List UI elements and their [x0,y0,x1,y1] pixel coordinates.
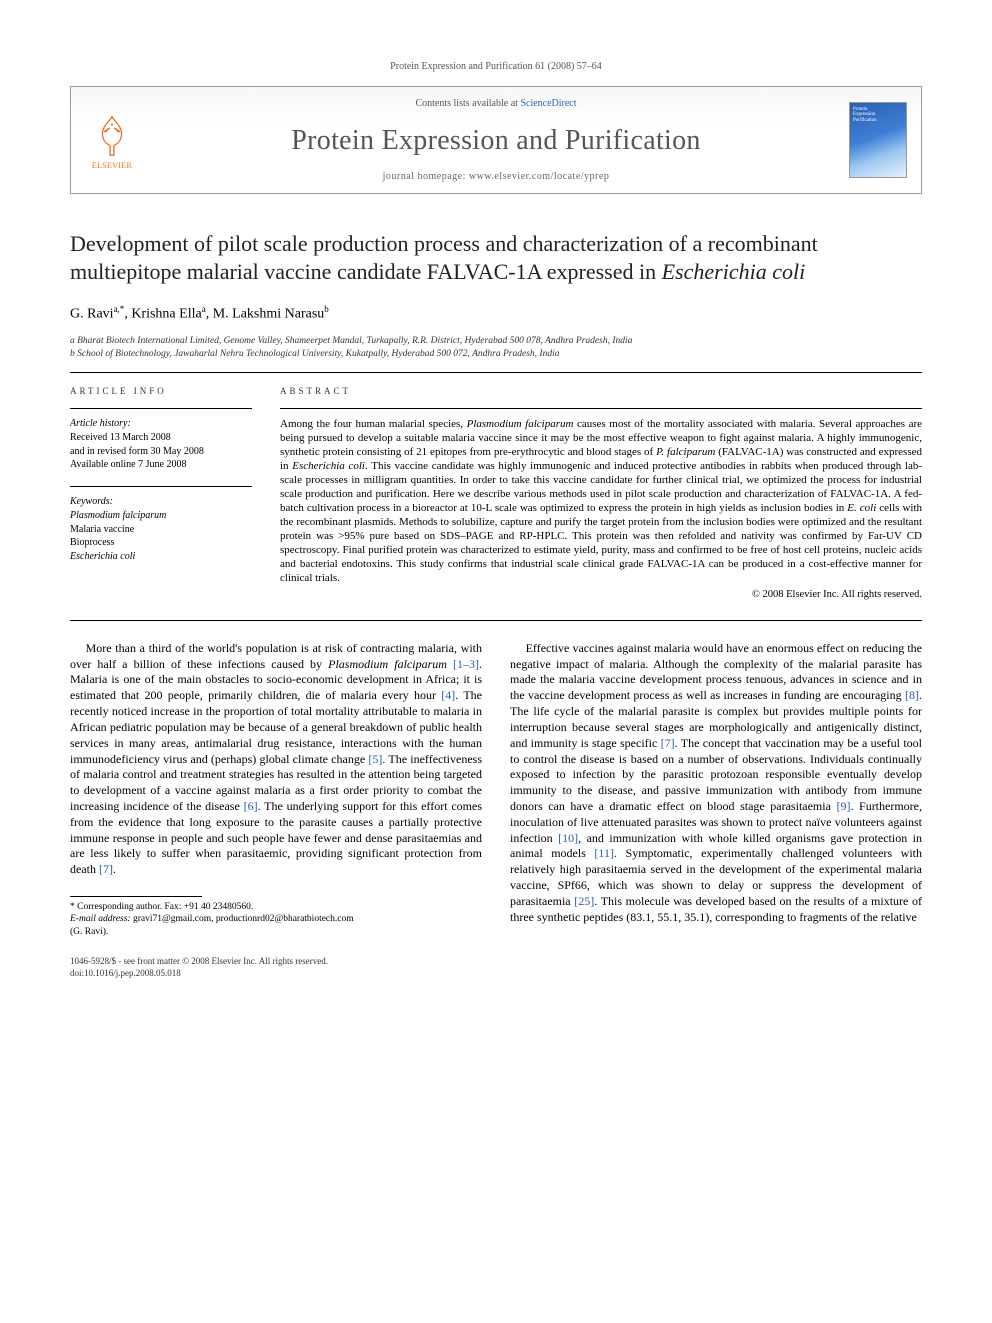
contents-line: Contents lists available at ScienceDirec… [415,97,576,111]
journal-header-box: ELSEVIER Protein Expression Purification… [70,86,922,195]
journal-cover-thumb: Protein Expression Purification [849,102,907,178]
history-label: Article history: [70,417,252,431]
tree-icon [89,113,135,159]
elsevier-label: ELSEVIER [92,161,132,172]
page: Protein Expression and Purification 61 (… [0,0,992,1020]
footnote-correspondence: * Corresponding author. Fax: +91 40 2348… [70,901,482,913]
info-abstract-row: ARTICLE INFO Article history: Received 1… [70,385,922,601]
citation-link[interactable]: [11] [594,846,614,860]
article-info-column: ARTICLE INFO Article history: Received 1… [70,385,252,601]
citation-link[interactable]: [8] [905,688,919,702]
footnote-email: E-mail address: gravi71@gmail.com, produ… [70,913,482,925]
author-2-sup: a [202,304,206,314]
affiliation-a: a Bharat Biotech International Limited, … [70,335,922,348]
abstract-italic: Plasmodium falciparum [467,418,574,430]
doi-line: doi:10.1016/j.pep.2008.05.018 [70,968,922,980]
history-block: Article history: Received 13 March 2008 … [70,417,252,472]
divider [70,620,922,621]
keyword-4: Escherichia coli [70,550,252,564]
citation-link[interactable]: [9] [836,799,850,813]
citation-link[interactable]: [4] [441,688,455,702]
sciencedirect-link[interactable]: ScienceDirect [520,98,576,109]
citation-link[interactable]: [7] [661,736,675,750]
email-addresses: gravi71@gmail.com, productionrd02@bharat… [131,914,354,924]
abstract-seg: Among the four human malarial species, [280,418,467,430]
keywords-label: Keywords: [70,495,252,509]
citation-link[interactable]: [5] [368,752,382,766]
citation-link[interactable]: [10] [558,831,578,845]
body-seg: Effective vaccines against malaria would… [510,641,922,702]
history-received: Received 13 March 2008 [70,431,252,445]
cover-text: Purification [853,118,903,124]
author-3: M. Lakshmi Narasu [213,307,325,322]
body-seg: . [113,862,116,876]
body-paragraph-1: More than a third of the world's populat… [70,641,482,878]
abstract-italic: Escherichia coli [292,460,365,472]
body-columns: More than a third of the world's populat… [70,641,922,938]
footnotes: * Corresponding author. Fax: +91 40 2348… [70,901,482,938]
abstract-italic: E. coli [847,502,876,514]
history-revised: and in revised form 30 May 2008 [70,445,252,459]
history-online: Available online 7 June 2008 [70,458,252,472]
journal-homepage: journal homepage: www.elsevier.com/locat… [383,170,610,184]
abstract-label: ABSTRACT [280,385,922,397]
abstract-text: Among the four human malarial species, P… [280,417,922,586]
citation-link[interactable]: [7] [99,862,113,876]
keywords-block: Keywords: Plasmodium falciparum Malaria … [70,495,252,564]
abstract-italic: P. falciparum [656,446,715,458]
author-1: G. Ravi [70,307,114,322]
journal-title: Protein Expression and Purification [291,122,700,160]
citation-link[interactable]: [1–3] [453,657,479,671]
article-title: Development of pilot scale production pr… [70,230,922,285]
abstract-seg: cells with the recombinant plasmids. Met… [280,502,922,584]
affiliations: a Bharat Biotech International Limited, … [70,335,922,361]
author-2: Krishna Ella [131,307,201,322]
front-matter-line: 1046-5928/$ - see front matter © 2008 El… [70,956,922,968]
citation-link[interactable]: [6] [244,799,258,813]
keyword-1: Plasmodium falciparum [70,509,252,523]
copyright: © 2008 Elsevier Inc. All rights reserved… [280,588,922,602]
elsevier-logo: ELSEVIER [85,108,139,172]
author-1-sup: a,* [114,304,125,314]
title-italic: Escherichia coli [662,259,806,284]
body-italic: Plasmodium falciparum [328,657,447,671]
footnote-separator [70,896,202,897]
article-info-label: ARTICLE INFO [70,385,252,397]
divider [70,408,252,409]
divider [70,486,252,487]
divider [280,408,922,409]
keyword-3: Bioprocess [70,536,252,550]
citation-link[interactable]: [25] [574,894,594,908]
bottom-matter: 1046-5928/$ - see front matter © 2008 El… [70,956,922,979]
authors: G. Ravia,*, Krishna Ellaa, M. Lakshmi Na… [70,303,922,325]
abstract-column: ABSTRACT Among the four human malarial s… [280,385,922,601]
affiliation-b: b School of Biotechnology, Jawaharlal Ne… [70,348,922,361]
keyword-2: Malaria vaccine [70,523,252,537]
footnote-email-who: (G. Ravi). [70,926,482,938]
email-label: E-mail address: [70,914,131,924]
body-paragraph-2: Effective vaccines against malaria would… [510,641,922,926]
divider [70,372,922,373]
abstract-seg: . This vaccine candidate was highly immu… [280,460,922,514]
running-head: Protein Expression and Purification 61 (… [70,60,922,74]
contents-prefix: Contents lists available at [415,98,520,109]
author-3-sup: b [324,304,329,314]
